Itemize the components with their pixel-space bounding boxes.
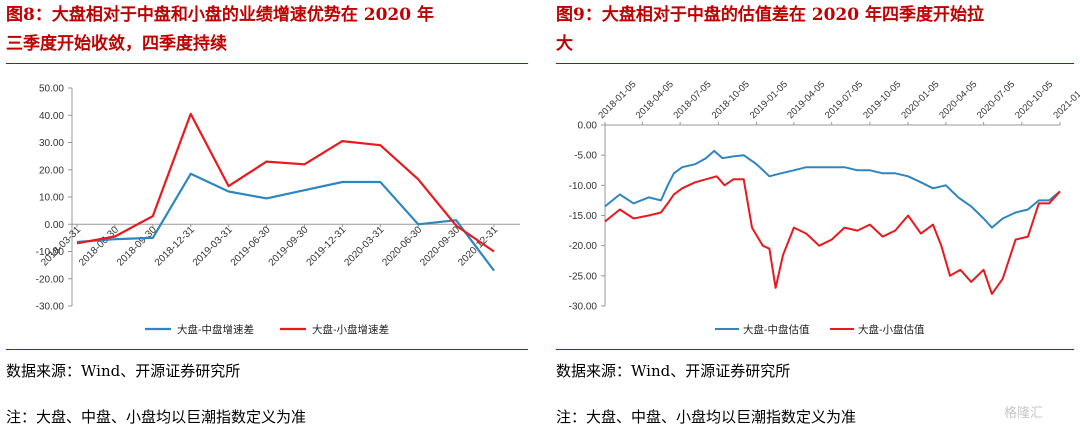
x-tick-label: 2018-06-30 xyxy=(77,224,121,268)
x-tick-label: 2018-12-31 xyxy=(153,224,197,268)
x-tick-label: 2018-10-05 xyxy=(710,79,752,121)
x-tick-label: 2018-07-05 xyxy=(671,79,713,121)
x-tick-label: 2019-12-31 xyxy=(305,224,349,268)
legend-label: 大盘-小盘增速差 xyxy=(312,323,389,336)
right-chart: 0.00 -5.00 -10.00 -15.00 -20.00 -25.00 -30.00 2… xyxy=(569,79,1080,336)
x-tick-label: 2020-03-31 xyxy=(342,224,386,268)
right-title-rule xyxy=(556,63,1074,64)
x-tick-label: 2019-03-31 xyxy=(191,224,235,268)
x-tick-label: 2020-04-05 xyxy=(937,79,979,121)
x-tick-label: 2019-01-05 xyxy=(748,79,790,121)
x-tick-label: 2021-01-05 xyxy=(1051,79,1080,121)
right-source-text: 数据来源：Wind、开源证券研究所 xyxy=(556,362,791,380)
x-tick-label: 2019-10-05 xyxy=(861,79,903,121)
left-title-line2: 三季度开始收敛，四季度持续 xyxy=(6,34,227,54)
right-title-line1: 图9：大盘相对于中盘的估值差在 2020 年四季度开始拉 xyxy=(556,5,984,25)
x-tick-label: 2019-09-30 xyxy=(267,224,311,268)
x-tick-label: 2018-01-05 xyxy=(596,79,638,121)
left-title-line1: 图8：大盘相对于中盘和小盘的业绩增速优势在 2020 年 xyxy=(6,5,434,25)
y-tick-label: -30.00 xyxy=(569,302,598,313)
series-line-large-mid xyxy=(76,172,495,272)
legend-label: 大盘-小盘估值 xyxy=(858,323,925,336)
watermark-logo: 格隆汇 xyxy=(1004,405,1044,420)
series-line-large-small-valuation xyxy=(604,175,1061,295)
series-line-large-mid-valuation xyxy=(604,149,1061,229)
y-tick-label: -25.00 xyxy=(569,271,598,282)
x-tick-label: 2019-07-05 xyxy=(823,79,865,121)
x-tick-label: 2020-01-05 xyxy=(899,79,941,121)
y-tick-label: 30.00 xyxy=(39,138,64,149)
series-line-large-small xyxy=(76,112,495,253)
x-tick-label: 2019-06-30 xyxy=(229,224,273,268)
x-tick-label: 2018-04-05 xyxy=(634,79,676,121)
y-tick-label: 40.00 xyxy=(39,111,64,122)
y-tick-label: 0.00 xyxy=(45,220,65,231)
left-note-text: 注：大盘、中盘、小盘均以巨潮指数定义为准 xyxy=(6,408,307,426)
right-title-line2: 大 xyxy=(556,34,573,54)
y-tick-label: -10.00 xyxy=(36,247,65,258)
y-tick-label: -5.00 xyxy=(574,151,597,162)
x-tick-label: 2018-09-30 xyxy=(115,224,159,268)
left-title-rule xyxy=(6,63,528,64)
y-tick-label: 50.00 xyxy=(39,84,64,95)
y-tick-label: -15.00 xyxy=(569,211,598,222)
x-tick-label: 2019-04-05 xyxy=(785,79,827,121)
y-tick-label: -20.00 xyxy=(36,274,65,285)
right-note-text: 注：大盘、中盘、小盘均以巨潮指数定义为准 xyxy=(556,408,857,426)
x-tick-label: 2020-07-05 xyxy=(975,79,1017,121)
x-tick-label: 2020-06-30 xyxy=(380,224,424,268)
left-source-rule xyxy=(6,349,528,350)
left-source-text: 数据来源：Wind、开源证券研究所 xyxy=(6,362,241,380)
y-tick-label: 20.00 xyxy=(39,165,64,176)
x-tick-label: 2020-10-05 xyxy=(1013,79,1055,121)
legend-label: 大盘-中盘增速差 xyxy=(177,323,254,336)
right-source-rule xyxy=(556,349,1074,350)
x-tick-label: 2020-09-30 xyxy=(418,224,462,268)
left-chart: 50.00 40.00 30.00 20.00 10.00 0.00 -10.00 -20.0… xyxy=(36,84,520,336)
y-tick-label: -30.00 xyxy=(36,302,65,313)
y-tick-label: 0.00 xyxy=(578,121,598,132)
legend-label: 大盘-中盘估值 xyxy=(743,323,810,336)
y-tick-label: -20.00 xyxy=(569,241,598,252)
y-tick-label: -10.00 xyxy=(569,181,598,192)
y-tick-label: 10.00 xyxy=(39,193,64,204)
